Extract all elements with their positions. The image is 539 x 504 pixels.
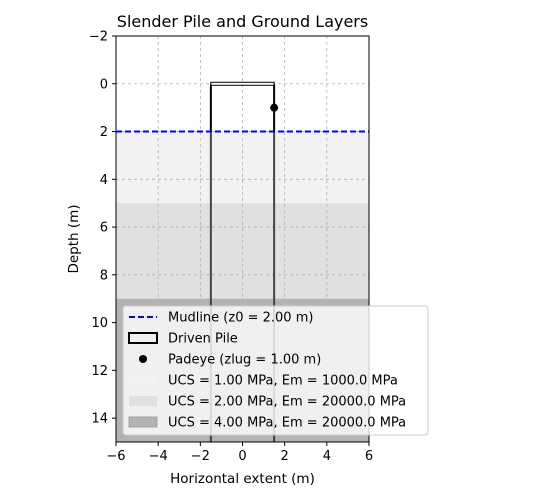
y-tick-label-1: 0 xyxy=(100,77,108,92)
legend-handle-pile xyxy=(128,332,158,344)
legend-label-mudline: Mudline (z0 = 2.00 m) xyxy=(168,311,313,326)
y-axis-label: Depth (m) xyxy=(66,204,82,273)
x-tick-label-5: 4 xyxy=(323,449,331,464)
soil-layer-1 xyxy=(116,131,369,204)
x-tick-label-4: 2 xyxy=(281,449,289,464)
x-tick-label-0: −6 xyxy=(106,449,125,464)
legend-label-pile: Driven Pile xyxy=(168,332,238,347)
x-axis-label: Horizontal extent (m) xyxy=(170,471,315,487)
legend-handle-layer-3 xyxy=(128,416,158,428)
y-tick-label-8: 14 xyxy=(91,412,108,427)
y-tick-label-6: 10 xyxy=(91,316,108,331)
legend-label-layer1: UCS = 2.00 MPa, Em = 20000.0 MPa xyxy=(168,395,406,410)
legend: Mudline (z0 = 2.00 m) Driven Pile Padeye (… xyxy=(122,305,429,436)
legend-label-layer0: UCS = 1.00 MPa, Em = 1000.0 MPa xyxy=(168,374,398,389)
y-tick-label-0: −2 xyxy=(89,30,108,45)
legend-label-layer2: UCS = 4.00 MPa, Em = 20000.0 MPa xyxy=(168,416,406,431)
legend-handle-layer-1 xyxy=(129,375,157,385)
legend-handle-padeye xyxy=(139,355,147,363)
padeye-point xyxy=(270,103,279,112)
y-tick-label-3: 4 xyxy=(100,173,108,188)
chart-title: Slender Pile and Ground Layers xyxy=(117,12,368,31)
x-tick-label-2: −2 xyxy=(191,449,210,464)
x-tick-label-1: −4 xyxy=(149,449,168,464)
legend-label-padeye: Padeye (zlug = 1.00 m) xyxy=(168,353,321,368)
x-tick-label-3: 0 xyxy=(238,449,246,464)
y-tick-label-5: 8 xyxy=(100,268,108,283)
x-tick-label-6: 6 xyxy=(365,449,373,464)
y-axis-ticks: −2 0 2 4 6 8 10 12 14 xyxy=(89,30,116,427)
y-tick-label-2: 2 xyxy=(100,125,108,140)
x-axis-ticks: −6 −4 −2 0 2 4 6 xyxy=(106,442,373,464)
legend-handle-layer-2 xyxy=(129,396,157,406)
padeye xyxy=(270,103,279,112)
legend-box xyxy=(122,305,429,436)
pile-head-cap xyxy=(210,81,275,86)
y-tick-label-7: 12 xyxy=(91,364,108,379)
y-tick-label-4: 6 xyxy=(100,221,108,236)
